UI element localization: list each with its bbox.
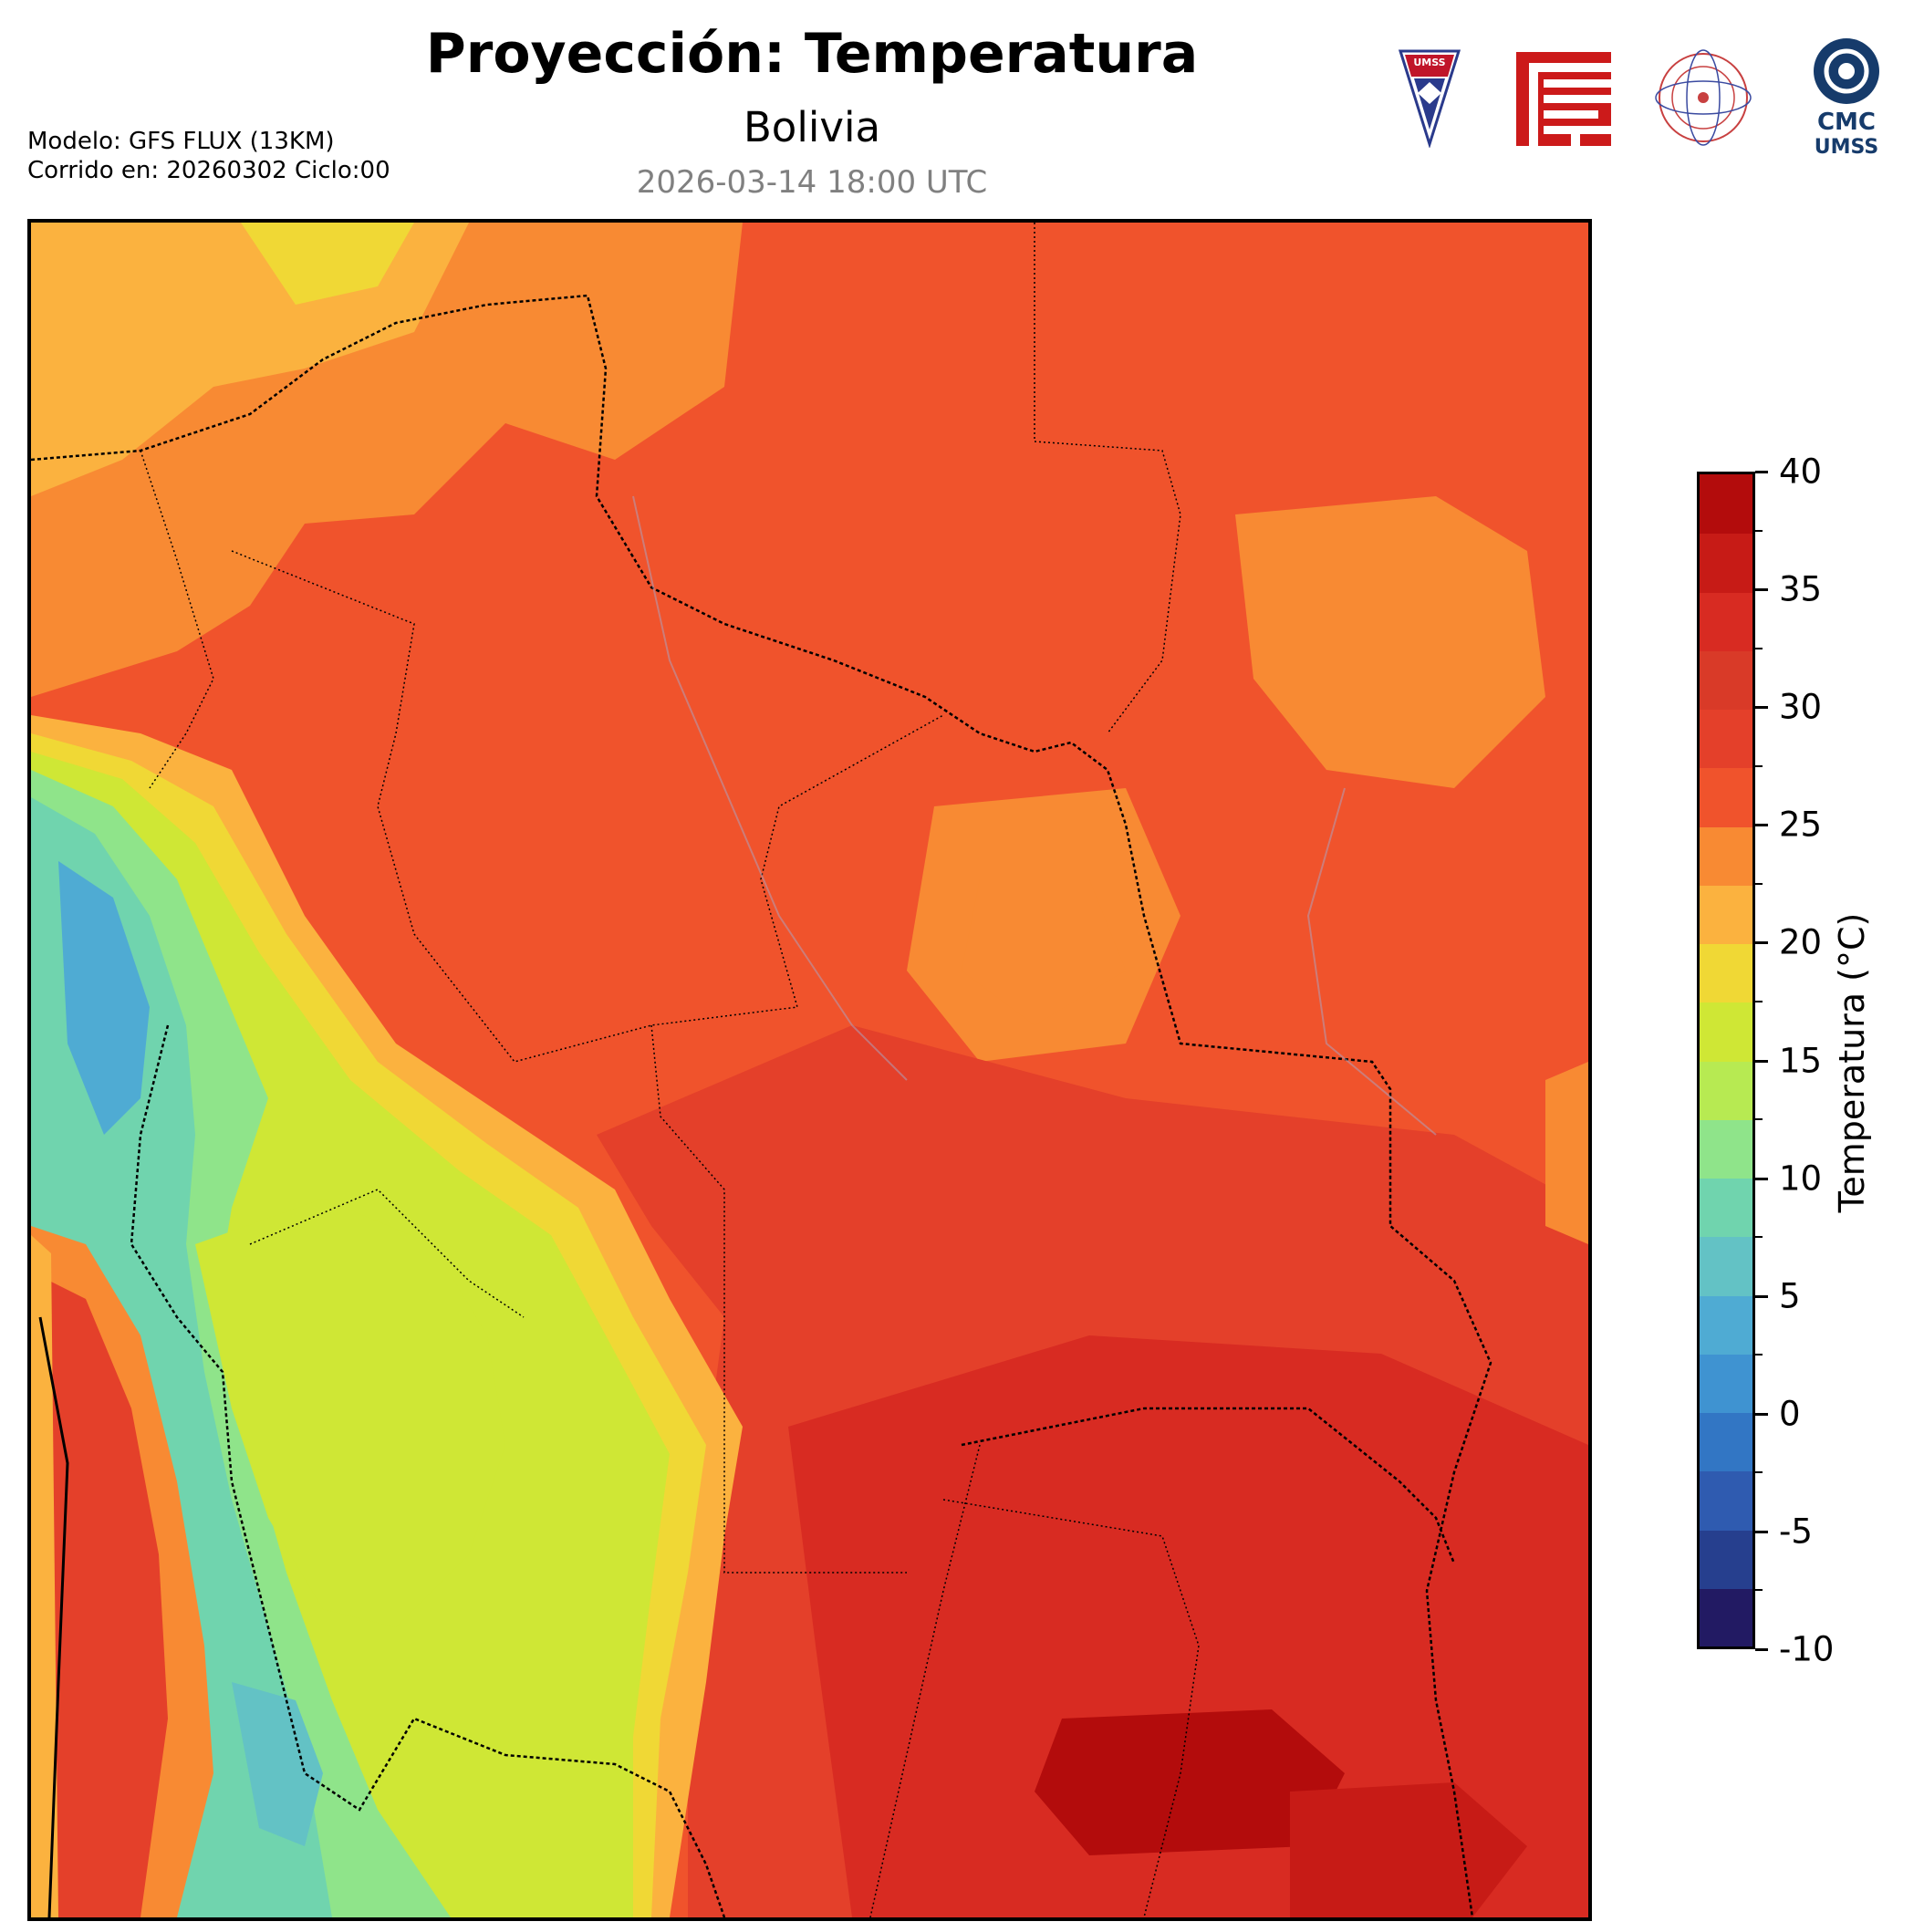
- colorbar-major-tick: [1755, 1294, 1768, 1298]
- colorbar-minor-tick: [1755, 1000, 1763, 1002]
- colorbar-major-tick: [1755, 1059, 1768, 1063]
- colorbar-segment: [1700, 591, 1752, 651]
- umss-shield-logo: UMSS: [1398, 49, 1461, 148]
- colorbar-minor-tick: [1755, 1471, 1763, 1474]
- colorbar-segment: [1700, 1412, 1752, 1472]
- page-title: Proyección: Temperatura: [425, 22, 1199, 86]
- colorbar-tick-label: 15: [1779, 1041, 1823, 1080]
- colorbar-segment: [1700, 709, 1752, 769]
- colorbar-tick-label: 25: [1779, 805, 1823, 845]
- colorbar-major-tick: [1755, 706, 1768, 710]
- model-info: Modelo: GFS FLUX (13KM): [27, 128, 335, 155]
- colorbar-segment: [1700, 1353, 1752, 1413]
- colorbar-segment: [1700, 1236, 1752, 1296]
- colorbar-segment: [1700, 1587, 1752, 1646]
- colorbar-tick-label: -10: [1779, 1629, 1835, 1669]
- valid-time: 2026-03-14 18:00 UTC: [636, 164, 988, 201]
- colorbar-minor-tick: [1755, 882, 1763, 885]
- colorbar-segment: [1700, 474, 1752, 535]
- colorbar-segment: [1700, 1470, 1752, 1531]
- colorbar-tick-label: 30: [1779, 687, 1823, 727]
- colorbar-segment: [1700, 1294, 1752, 1355]
- departamento-de-fisica-seal: [1655, 49, 1752, 146]
- colorbar-major-tick: [1755, 1177, 1768, 1180]
- colorbar-label: Temperatura (°C): [1832, 912, 1872, 1213]
- colorbar-major-tick: [1755, 1412, 1768, 1416]
- colorbar-tick-label: 0: [1779, 1394, 1801, 1434]
- umss-logo-subtext: UMSS: [1815, 136, 1878, 158]
- colorbar-major-tick: [1755, 588, 1768, 592]
- colorbar-segment: [1700, 1002, 1752, 1062]
- colorbar-segment: [1700, 767, 1752, 827]
- colorbar-segment: [1700, 884, 1752, 944]
- cmc-umss-logo: CMC UMSS: [1814, 38, 1879, 158]
- colorbar-tick-label: -5: [1779, 1511, 1813, 1552]
- colorbar-minor-tick: [1755, 647, 1763, 649]
- colorbar-tick-label: 10: [1779, 1158, 1823, 1199]
- colorbar-minor-tick: [1755, 1354, 1763, 1356]
- colorbar-segment: [1700, 1529, 1752, 1589]
- colorbar-minor-tick: [1755, 1118, 1763, 1121]
- colorbar-major-tick: [1755, 824, 1768, 827]
- colorbar-major-tick: [1755, 471, 1768, 473]
- colorbar-tick-label: 5: [1779, 1276, 1801, 1316]
- umss-logo-text: UMSS: [1413, 57, 1445, 68]
- colorbar-minor-tick: [1755, 529, 1763, 532]
- colorbar-minor-tick: [1755, 764, 1763, 767]
- colorbar-major-tick: [1755, 1648, 1768, 1651]
- colorbar-segment: [1700, 1060, 1752, 1120]
- colorbar-segment: [1700, 533, 1752, 593]
- colorbar-tick-label: 35: [1779, 569, 1823, 609]
- colorbar-segment: [1700, 649, 1752, 710]
- colorbar-major-tick: [1755, 941, 1768, 945]
- colorbar-minor-tick: [1755, 1589, 1763, 1592]
- colorbar: [1697, 472, 1755, 1649]
- colorbar-segment: [1700, 943, 1752, 1003]
- region-subtitle: Bolivia: [743, 103, 881, 151]
- run-info: Corrido en: 20260302 Ciclo:00: [27, 157, 390, 184]
- red-emblem-logo: [1516, 52, 1611, 146]
- temperature-field: [31, 223, 1588, 1917]
- cmc-logo-text: CMC: [1817, 109, 1876, 136]
- colorbar-tick-label: 40: [1779, 452, 1823, 492]
- colorbar-segment: [1700, 826, 1752, 886]
- colorbar-minor-tick: [1755, 1236, 1763, 1239]
- colorbar-tick-label: 20: [1779, 922, 1823, 962]
- colorbar-segment: [1700, 1178, 1752, 1238]
- colorbar-segment: [1700, 1118, 1752, 1179]
- colorbar-major-tick: [1755, 1530, 1768, 1533]
- temperature-map[interactable]: [27, 219, 1592, 1921]
